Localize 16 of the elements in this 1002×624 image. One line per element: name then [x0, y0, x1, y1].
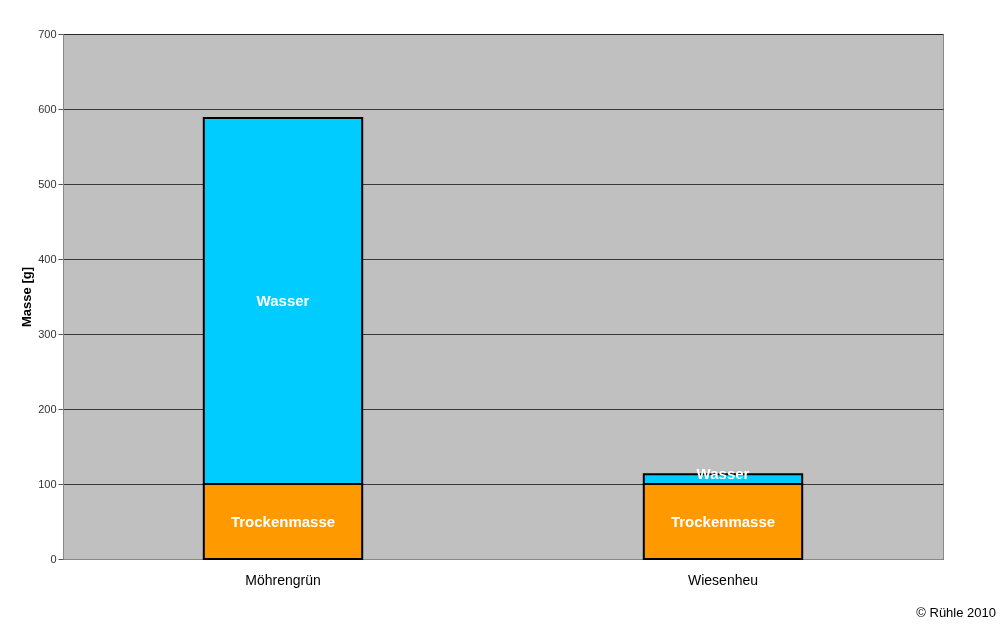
y-tick-label: 200 [38, 402, 57, 415]
y-tick-label: 400 [38, 252, 57, 265]
y-tick-label: 300 [38, 327, 57, 340]
y-tick-label: 500 [38, 177, 57, 190]
x-tick-label: Möhrengrün [245, 571, 321, 588]
series-label: Wasser [696, 465, 750, 483]
y-tick-label: 100 [38, 477, 57, 490]
y-tick-label: 700 [38, 27, 57, 40]
text: Wasser [256, 292, 310, 309]
text: © Rühle 2010 [916, 605, 996, 620]
y-tick-label: 0 [50, 552, 57, 565]
y-axis-title: Masse [g] [19, 267, 35, 327]
series-label: Trockenmasse [230, 512, 336, 530]
text: Trockenmasse [670, 512, 776, 530]
y-tick-label: 600 [38, 102, 57, 115]
x-tick-label: Wiesenheu [687, 571, 759, 588]
